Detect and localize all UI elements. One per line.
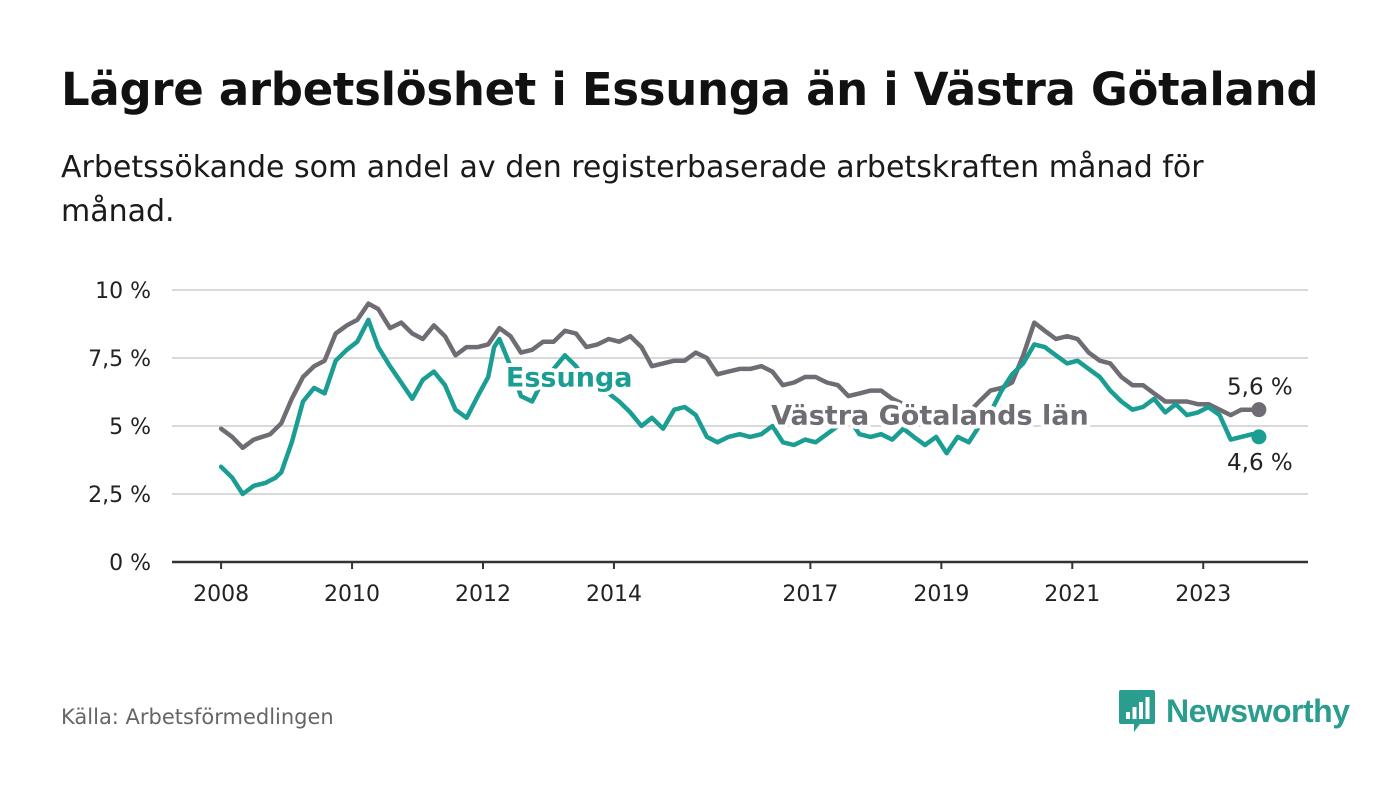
y-tick-label: 10 % xyxy=(95,279,151,304)
y-tick-label: 2,5 % xyxy=(88,483,151,508)
brand-name: Newsworthy xyxy=(1166,692,1350,729)
x-tick-label: 2008 xyxy=(193,582,249,607)
x-tick-label: 2012 xyxy=(455,582,511,607)
grid-lines xyxy=(172,289,1308,495)
axes: 0 % 2,5 % 5 % 7,5 % 10 % 2008 2010 2012 2014 2017… xyxy=(88,279,1308,607)
label-essunga: Essunga xyxy=(506,363,633,394)
y-tick-label: 0 % xyxy=(109,551,151,576)
chart-subtitle: Arbetssökande som andel av den registerb… xyxy=(61,150,1204,229)
end-marker-essunga xyxy=(1251,429,1267,445)
label-vastra-gotaland-halo: Västra Götalands län xyxy=(771,401,1089,432)
x-tick-label: 2021 xyxy=(1044,582,1100,607)
x-tick-label: 2014 xyxy=(586,582,642,607)
y-tick-label: 7,5 % xyxy=(88,347,151,372)
chart-title: Lägre arbetslöshet i Essunga än i Västra… xyxy=(61,63,1319,116)
end-label-essunga: 4,6 % xyxy=(1227,450,1293,476)
series-line-essunga xyxy=(218,317,1262,497)
label-essunga-halo: Essunga xyxy=(506,363,633,394)
x-tick-label: 2019 xyxy=(913,582,969,607)
end-marker-vastra-gotaland xyxy=(1251,402,1267,418)
label-vastra-gotaland: Västra Götalands län xyxy=(771,401,1089,432)
source-note: Källa: Arbetsförmedlingen xyxy=(61,705,334,729)
series-line-vastra-gotaland xyxy=(218,301,1262,451)
newsworthy-logo[interactable]: Newsworthy xyxy=(1118,688,1350,734)
series-lines xyxy=(218,301,1267,497)
end-label-vastra-gotaland: 5,6 % xyxy=(1227,375,1293,401)
y-tick-label: 5 % xyxy=(109,415,151,440)
newsworthy-chart-icon xyxy=(1119,690,1155,732)
x-tick-label: 2023 xyxy=(1175,582,1231,607)
x-tick-label: 2010 xyxy=(324,582,380,607)
x-tick-label: 2017 xyxy=(782,582,838,607)
